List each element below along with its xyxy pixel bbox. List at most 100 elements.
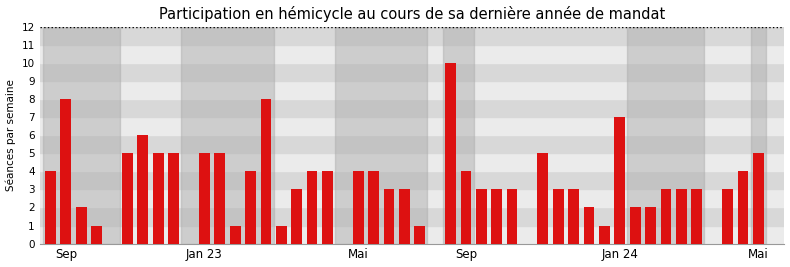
Bar xyxy=(276,226,287,244)
Bar xyxy=(292,207,302,244)
Bar xyxy=(276,226,287,244)
Bar xyxy=(92,226,102,244)
Bar xyxy=(43,27,120,244)
Bar xyxy=(230,226,240,244)
Bar xyxy=(738,171,748,244)
Bar xyxy=(214,153,225,244)
Bar xyxy=(245,171,256,244)
Bar xyxy=(40,153,784,171)
Bar xyxy=(122,153,133,244)
Bar xyxy=(630,207,641,244)
Bar xyxy=(45,171,56,244)
Bar xyxy=(40,117,784,135)
Bar xyxy=(676,207,687,244)
Bar xyxy=(506,207,517,244)
Bar xyxy=(446,63,456,244)
Bar xyxy=(40,135,784,153)
Bar xyxy=(261,99,271,244)
Bar xyxy=(292,189,302,244)
Bar xyxy=(753,153,764,244)
Bar xyxy=(261,189,271,244)
Bar xyxy=(122,153,133,244)
Bar xyxy=(181,27,273,244)
Bar xyxy=(599,226,610,244)
Bar xyxy=(40,207,784,226)
Bar xyxy=(476,189,487,244)
Bar xyxy=(627,27,705,244)
Bar xyxy=(152,153,164,244)
Bar xyxy=(61,171,71,244)
Bar xyxy=(322,171,333,244)
Bar xyxy=(553,189,563,244)
Bar xyxy=(137,135,149,244)
Bar xyxy=(40,45,784,63)
Bar xyxy=(245,189,256,244)
Bar xyxy=(307,171,318,244)
Title: Participation en hémicycle au cours de sa dernière année de mandat: Participation en hémicycle au cours de s… xyxy=(159,6,665,22)
Bar xyxy=(92,226,102,244)
Bar xyxy=(491,189,502,244)
Y-axis label: Séances par semaine: Séances par semaine xyxy=(6,79,16,191)
Bar xyxy=(335,27,427,244)
Bar xyxy=(491,189,502,244)
Bar xyxy=(76,226,87,244)
Bar xyxy=(615,117,625,244)
Bar xyxy=(307,171,318,244)
Bar xyxy=(45,171,56,244)
Bar xyxy=(199,189,210,244)
Bar xyxy=(722,189,733,244)
Bar xyxy=(584,207,594,244)
Bar xyxy=(384,189,394,244)
Bar xyxy=(353,226,363,244)
Bar xyxy=(506,189,517,244)
Bar xyxy=(660,189,672,244)
Bar xyxy=(353,171,363,244)
Bar xyxy=(168,226,179,244)
Bar xyxy=(40,27,784,45)
Bar xyxy=(691,207,702,244)
Bar xyxy=(40,226,784,244)
Bar xyxy=(461,171,472,244)
Bar xyxy=(691,189,702,244)
Bar xyxy=(399,207,410,244)
Bar xyxy=(537,207,548,244)
Bar xyxy=(40,99,784,117)
Bar xyxy=(399,189,410,244)
Bar xyxy=(537,153,548,244)
Bar xyxy=(660,207,672,244)
Bar xyxy=(214,153,225,244)
Bar xyxy=(368,171,379,244)
Bar xyxy=(476,189,487,244)
Bar xyxy=(750,27,766,244)
Bar xyxy=(738,207,748,244)
Bar xyxy=(676,189,687,244)
Bar xyxy=(199,153,210,244)
Bar xyxy=(753,226,764,244)
Bar xyxy=(568,207,579,244)
Bar xyxy=(446,81,456,244)
Bar xyxy=(415,226,425,244)
Bar xyxy=(630,207,641,244)
Bar xyxy=(553,189,563,244)
Bar xyxy=(137,226,149,244)
Bar xyxy=(443,27,474,244)
Bar xyxy=(322,226,333,244)
Bar xyxy=(40,81,784,99)
Bar xyxy=(76,207,87,244)
Bar xyxy=(152,153,164,244)
Bar xyxy=(40,63,784,81)
Bar xyxy=(368,171,379,244)
Bar xyxy=(230,226,240,244)
Bar xyxy=(584,207,594,244)
Bar xyxy=(40,171,784,189)
Bar xyxy=(615,189,625,244)
Bar xyxy=(384,189,394,244)
Bar xyxy=(722,207,733,244)
Bar xyxy=(461,171,472,244)
Bar xyxy=(645,207,656,244)
Bar xyxy=(568,189,579,244)
Bar xyxy=(61,99,71,244)
Bar xyxy=(415,226,425,244)
Bar xyxy=(168,153,179,244)
Bar xyxy=(40,189,784,207)
